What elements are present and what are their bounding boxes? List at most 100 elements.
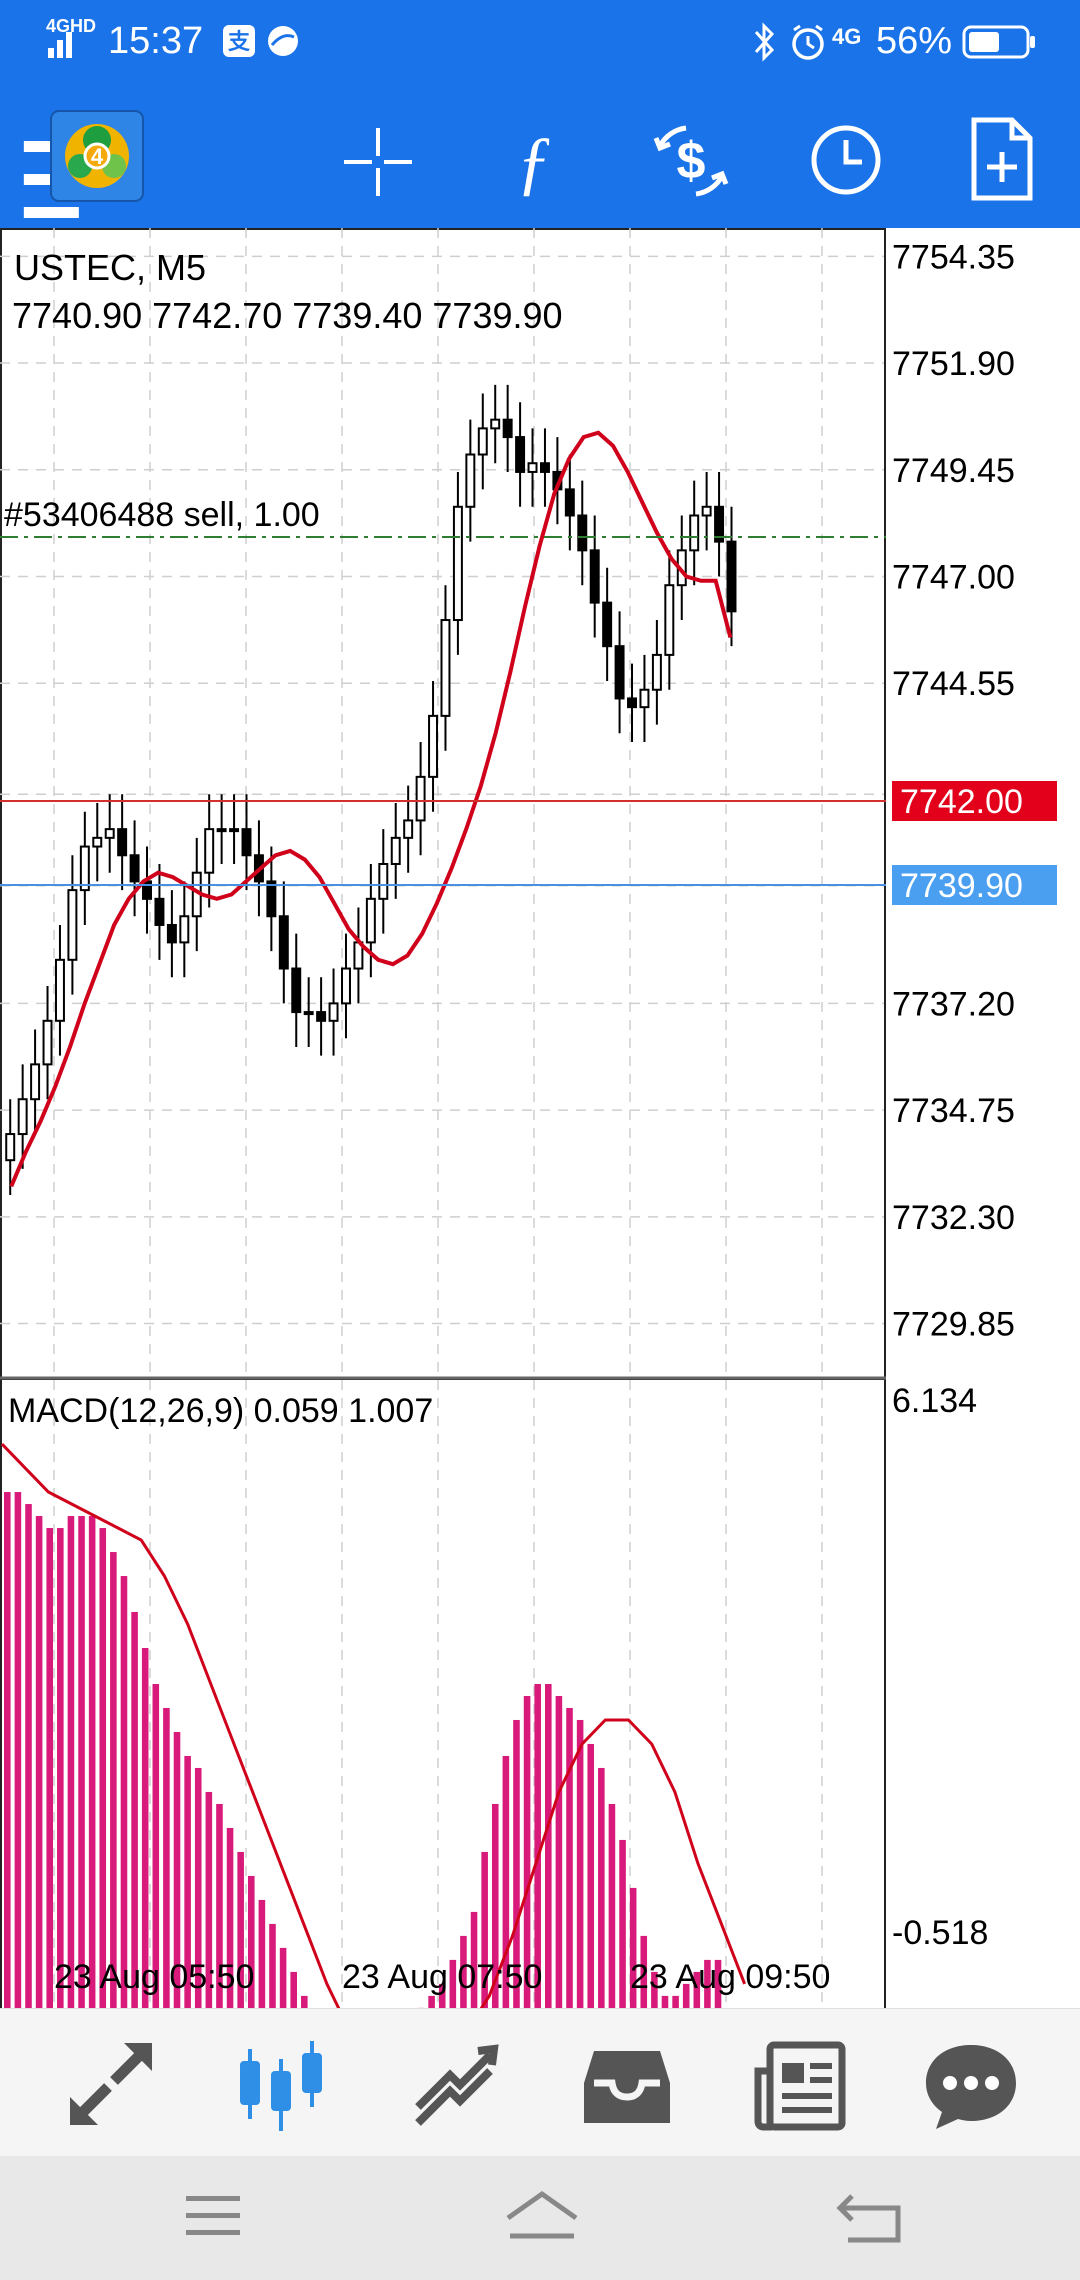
price-tick-label: 7744.55 — [892, 665, 1015, 703]
macd-bar — [4, 1492, 11, 2008]
candle-body — [627, 697, 637, 709]
candle-body — [390, 836, 401, 865]
macd-bar — [438, 1983, 446, 2008]
price-tick-label: 7737.20 — [892, 985, 1015, 1023]
candle-body — [726, 540, 737, 613]
candle-body — [54, 958, 65, 1022]
price-tick-label: 7729.85 — [892, 1306, 1015, 1344]
macd-bottom-label: -0.518 — [892, 1914, 988, 1952]
candle-body — [490, 418, 501, 430]
macd-bar — [576, 1719, 584, 2008]
macd-signal-line — [0, 1443, 746, 2008]
macd-bar — [651, 1971, 658, 2008]
candle-body — [166, 923, 177, 944]
system-navigation — [0, 2156, 1080, 2280]
macd-bar — [566, 1707, 573, 2008]
time-label-0950: 23 Aug 09:50 — [630, 1958, 830, 1996]
new-document-icon[interactable] — [964, 116, 1040, 202]
macd-bar — [682, 1983, 690, 2008]
macd-bar — [258, 1899, 266, 2008]
candle-body — [614, 645, 625, 700]
bottom-navigation — [0, 2008, 1080, 2157]
trade-icon[interactable]: $ — [646, 116, 736, 206]
candle-body — [241, 828, 252, 857]
news-icon[interactable] — [746, 2031, 856, 2141]
candle-body — [639, 688, 650, 709]
macd-bar — [46, 1528, 54, 2008]
quotes-icon[interactable] — [56, 2031, 166, 2141]
candle-body — [79, 845, 90, 892]
macd-bar — [301, 1995, 308, 2008]
clock-time: 15:37 — [108, 20, 204, 62]
time-label-0750: 23 Aug 07:50 — [342, 1958, 542, 1996]
messages-icon[interactable] — [916, 2031, 1026, 2141]
sell-price-badge — [892, 781, 1057, 821]
clock-icon[interactable] — [806, 120, 886, 200]
candle-body — [179, 915, 190, 944]
home-icon[interactable] — [488, 2178, 598, 2258]
candle-body — [5, 1133, 16, 1162]
candle-body — [278, 915, 289, 970]
chart-icon[interactable] — [226, 2031, 336, 2141]
macd-bar — [226, 1827, 234, 2008]
history-icon[interactable] — [572, 2031, 682, 2141]
svg-text:4: 4 — [91, 144, 104, 169]
macd-bar — [523, 1695, 531, 2008]
svg-text:$: $ — [677, 132, 706, 190]
function-icon[interactable]: ƒ — [494, 116, 574, 206]
chart-area[interactable]: USTEC, M5 7740.90 7742.70 7739.40 7739.9… — [0, 228, 1080, 2008]
candle-body — [651, 653, 662, 691]
candle-body — [42, 1019, 53, 1066]
menu-icon[interactable] — [176, 2178, 286, 2258]
price-tick-label: 7747.00 — [892, 558, 1015, 596]
macd-bar — [88, 1516, 96, 2008]
app-icon — [268, 26, 298, 56]
signal-icon — [48, 32, 72, 58]
macd-bar — [545, 1683, 552, 2008]
macd-bar — [67, 1516, 75, 2008]
app-toolbar: 4 ƒ $ — [0, 86, 1080, 228]
macd-bar — [78, 1516, 85, 2008]
macd-bar — [629, 1887, 637, 2008]
macd-bar — [163, 1707, 170, 2008]
network-4g-label: 4G — [832, 24, 862, 49]
battery-percent: 56% — [876, 20, 953, 62]
macd-bar — [460, 1935, 467, 2008]
chart-canvas[interactable]: USTEC, M5 7740.90 7742.70 7739.40 7739.9… — [0, 228, 1080, 2008]
candle-body — [291, 967, 302, 1014]
macd-bar — [481, 1851, 488, 2008]
macd-bar — [704, 1959, 711, 2008]
candle-body — [117, 828, 128, 857]
order-label: #53406488 sell, 1.00 — [4, 496, 320, 534]
price-pane-frame — [0, 228, 886, 1380]
crosshair-icon[interactable] — [338, 122, 418, 202]
trade-nav-icon[interactable] — [398, 2031, 508, 2141]
candle-body — [440, 619, 451, 717]
back-icon[interactable] — [820, 2178, 930, 2258]
macd-bar — [661, 1995, 669, 2008]
macd-bar — [216, 1803, 223, 2008]
candle-body — [415, 775, 426, 822]
macd-bar — [513, 1719, 520, 2008]
status-bar: 4GHD 15:37 支 4G 56% — [0, 0, 1080, 86]
candle-body — [577, 514, 588, 552]
candle-body — [714, 505, 725, 543]
moving-average-line — [9, 430, 733, 1188]
macd-bar — [587, 1743, 595, 2008]
price-tick-label: 7754.35 — [892, 238, 1015, 276]
battery-icon — [962, 25, 1035, 59]
price-tick-label: 7749.45 — [892, 452, 1015, 490]
macd-bar — [110, 1552, 117, 2008]
candle-body — [365, 897, 376, 944]
macd-bar — [120, 1576, 128, 2008]
macd-bar — [290, 1971, 297, 2008]
alarm-icon — [792, 24, 824, 60]
candle-body — [477, 427, 488, 456]
candle-body — [428, 714, 439, 778]
candle-body — [328, 1002, 339, 1022]
macd-bar — [25, 1504, 32, 2008]
macd-bar — [449, 1959, 457, 2008]
candle-body — [30, 1063, 41, 1101]
macd-bar — [269, 1923, 276, 2008]
metatrader-logo[interactable]: 4 — [50, 110, 144, 202]
